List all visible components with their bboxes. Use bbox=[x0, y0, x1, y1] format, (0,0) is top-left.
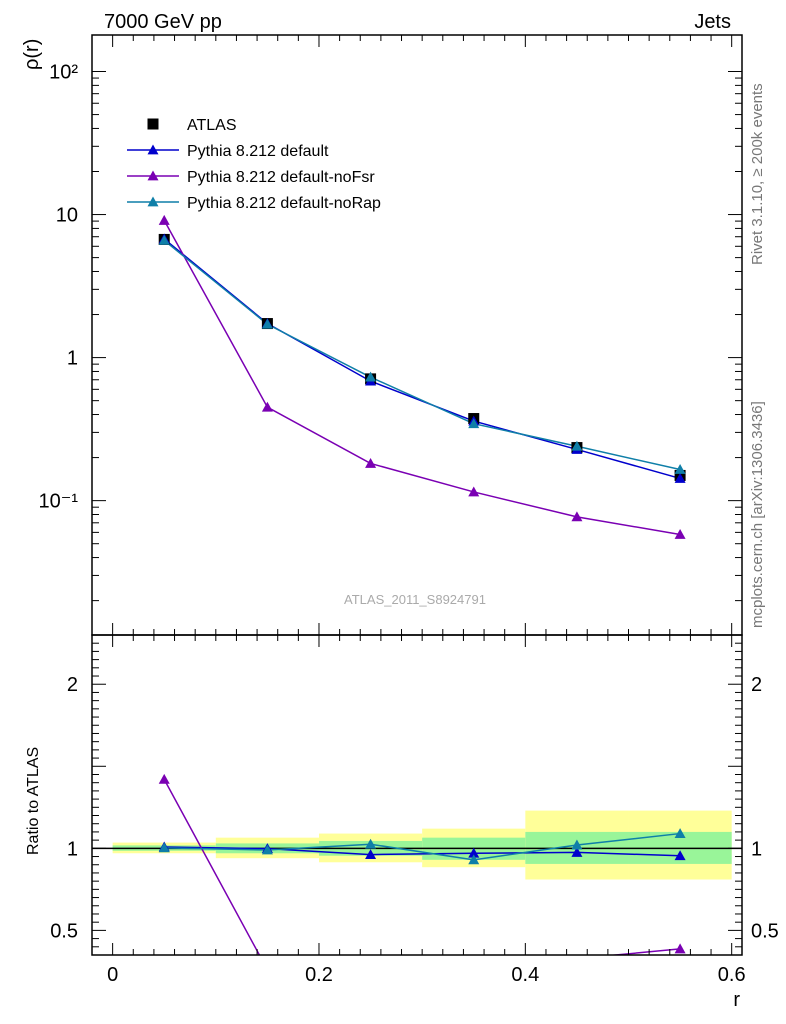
top-point-pythia-8-212-default-norap bbox=[261, 318, 273, 329]
ratio-point-pythia-8-212-default-norap bbox=[571, 839, 583, 850]
top-point-pythia-8-212-default-nofsr bbox=[158, 214, 170, 225]
ratio-y-tick-label-right: 2 bbox=[751, 674, 762, 696]
ratio-line-group-pythia-8-212-default bbox=[164, 846, 681, 857]
legend-label-pythia-8-212-default: Pythia 8.212 default bbox=[187, 143, 329, 160]
watermark: ATLAS_2011_S8924791 bbox=[344, 592, 486, 607]
ratio-line-group-pythia-8-212-default-norap bbox=[164, 832, 681, 861]
top-line-group-pythia-8-212-default-norap bbox=[163, 239, 681, 471]
top-point-pythia-8-212-default-nofsr bbox=[468, 486, 480, 497]
ratio-point-pythia-8-212-default-nofsr bbox=[158, 773, 170, 784]
top-line-group-pythia-8-212-default bbox=[163, 238, 681, 480]
header-right: Jets bbox=[694, 11, 731, 33]
ratio-point-pythia-8-212-default-nofsr bbox=[674, 943, 686, 954]
top-line-pythia-8-212-default bbox=[163, 238, 681, 480]
ratio-point-pythia-8-212-default-norap bbox=[468, 854, 480, 865]
top-point-pythia-8-212-default-nofsr bbox=[571, 511, 583, 522]
ratio-point-pythia-8-212-default-norap bbox=[261, 844, 273, 855]
x-tick-label: 0 bbox=[107, 964, 118, 986]
ratio-y-tick-label-left: 2 bbox=[67, 674, 78, 696]
legend-marker-pythia-8-212-default-norap bbox=[147, 196, 159, 207]
top-point-pythia-8-212-default bbox=[674, 472, 686, 483]
top-point-pythia-8-212-default-norap bbox=[571, 440, 583, 451]
ratio-point-pythia-8-212-default bbox=[571, 846, 583, 857]
series-lines bbox=[163, 220, 681, 955]
top-point-pythia-8-212-default-nofsr bbox=[261, 401, 273, 412]
ratio-y-axis-label: Ratio to ATLAS bbox=[25, 747, 42, 855]
ratio-plot-frame bbox=[91, 634, 743, 956]
side-text-top: Rivet 3.1.10, ≥ 200k events bbox=[749, 83, 766, 265]
ratio-line-pythia-8-212-default bbox=[164, 846, 681, 857]
top-line-pythia-8-212-default-norap bbox=[163, 239, 681, 471]
top-y-tick-label: 10² bbox=[49, 62, 78, 84]
side-text-bottom: mcplots.cern.ch [arXiv:1306.3436] bbox=[749, 401, 766, 628]
ratio-uncertainty-bands bbox=[112, 810, 732, 880]
legend-marker-pythia-8-212-default bbox=[147, 144, 159, 155]
series-markers bbox=[158, 214, 686, 954]
x-tick-label: 0.6 bbox=[718, 964, 746, 986]
top-point-pythia-8-212-default-norap bbox=[158, 234, 170, 245]
ratio-y-tick-label-left: 0.5 bbox=[50, 920, 78, 942]
x-tick-label: 0.4 bbox=[511, 964, 539, 986]
top-point-pythia-8-212-default-nofsr bbox=[365, 457, 377, 468]
top-point-pythia-8-212-default-nofsr bbox=[674, 528, 686, 539]
top-y-tick-label: 1 bbox=[67, 348, 78, 370]
ratio-line-pythia-8-212-default-nofsr bbox=[163, 779, 681, 955]
ratio-line-group-pythia-8-212-default-nofsr bbox=[163, 779, 681, 955]
top-y-axis-label: ρ(r) bbox=[21, 39, 43, 70]
x-tick-label: 0.2 bbox=[305, 964, 333, 986]
top-point-pythia-8-212-default-norap bbox=[674, 464, 686, 474]
header-left: 7000 GeV pp bbox=[104, 11, 222, 33]
ratio-y-tick-label-right: 0.5 bbox=[751, 920, 779, 942]
ratio-point-pythia-8-212-default bbox=[468, 847, 480, 858]
ratio-point-pythia-8-212-default-norap bbox=[365, 838, 377, 849]
ratio-point-pythia-8-212-default-norap bbox=[158, 842, 170, 853]
top-point-pythia-8-212-default-norap bbox=[365, 371, 377, 382]
top-point-pythia-8-212-default-norap bbox=[468, 418, 480, 429]
legend-label-pythia-8-212-default-nofsr: Pythia 8.212 default-noFsr bbox=[187, 169, 375, 186]
axis-ticks bbox=[92, 35, 742, 955]
legend: ATLAS Pythia 8.212 default Pythia 8.212 de… bbox=[127, 117, 381, 212]
ratio-point-pythia-8-212-default bbox=[674, 850, 686, 861]
legend-marker-atlas bbox=[147, 118, 159, 130]
legend-label-pythia-8-212-default-norap: Pythia 8.212 default-noRap bbox=[187, 195, 381, 212]
legend-label-atlas: ATLAS bbox=[187, 117, 237, 134]
ratio-y-tick-label-right: 1 bbox=[751, 838, 762, 860]
top-line-pythia-8-212-default-nofsr bbox=[163, 220, 681, 536]
x-axis-label: r bbox=[733, 989, 740, 1011]
top-y-tick-label: 10⁻¹ bbox=[39, 491, 79, 513]
ratio-point-pythia-8-212-default-norap bbox=[674, 828, 686, 838]
top-y-tick-label: 10 bbox=[56, 205, 78, 227]
top-line-group-pythia-8-212-default-nofsr bbox=[163, 220, 681, 536]
ratio-line-pythia-8-212-default-norap bbox=[164, 832, 681, 861]
ratio-point-pythia-8-212-default bbox=[365, 849, 377, 859]
ratio-y-tick-label-left: 1 bbox=[67, 838, 78, 860]
legend-marker-pythia-8-212-default-nofsr bbox=[147, 170, 159, 181]
